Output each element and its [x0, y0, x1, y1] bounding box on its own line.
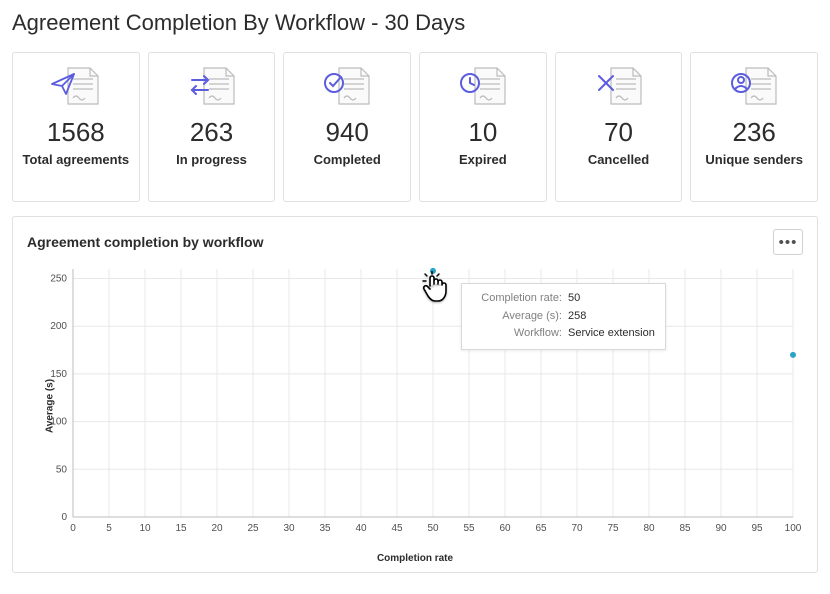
svg-text:5: 5	[106, 523, 112, 534]
send-icon	[50, 66, 102, 108]
svg-text:0: 0	[70, 523, 76, 534]
chart-title: Agreement completion by workflow	[27, 234, 263, 250]
page-title: Agreement Completion By Workflow - 30 Da…	[12, 10, 818, 36]
kpi-card[interactable]: 70 Cancelled	[555, 52, 683, 202]
y-axis-label: Average (s)	[45, 379, 56, 433]
svg-text:30: 30	[283, 523, 295, 534]
svg-text:35: 35	[319, 523, 331, 534]
card-icon-wrap	[186, 65, 238, 109]
svg-text:25: 25	[247, 523, 259, 534]
tooltip-value: Service extension	[568, 325, 655, 343]
card-icon-wrap	[321, 65, 373, 109]
svg-text:80: 80	[643, 523, 655, 534]
svg-text:250: 250	[50, 274, 67, 285]
kpi-value: 236	[733, 117, 776, 148]
kpi-card[interactable]: 263 In progress	[148, 52, 276, 202]
kpi-label: Expired	[459, 152, 507, 169]
svg-text:60: 60	[499, 523, 511, 534]
chart-tooltip: Completion rate: 50 Average (s): 258 Workf…	[461, 283, 666, 350]
scatter-chart: 0501001502002500510152025303540455055606…	[27, 261, 803, 541]
kpi-label: Unique senders	[705, 152, 803, 169]
kpi-label: Total agreements	[22, 152, 129, 169]
more-options-button[interactable]: •••	[773, 229, 803, 255]
tooltip-key: Average (s):	[472, 308, 562, 326]
kpi-label: Cancelled	[588, 152, 649, 169]
kpi-value: 70	[604, 117, 633, 148]
svg-text:70: 70	[571, 523, 583, 534]
kpi-value: 10	[468, 117, 497, 148]
expired-icon	[457, 66, 509, 108]
svg-text:45: 45	[391, 523, 403, 534]
tooltip-value: 258	[568, 308, 586, 326]
svg-text:75: 75	[607, 523, 619, 534]
svg-text:100: 100	[785, 523, 802, 534]
tooltip-key: Completion rate:	[472, 290, 562, 308]
card-icon-wrap	[593, 65, 645, 109]
chart-point[interactable]	[430, 268, 436, 274]
chart-area[interactable]: Average (s) 0501001502002500510152025303…	[27, 261, 803, 551]
card-icon-wrap	[50, 65, 102, 109]
card-icon-wrap	[728, 65, 780, 109]
svg-text:50: 50	[56, 464, 68, 475]
svg-text:65: 65	[535, 523, 547, 534]
svg-text:0: 0	[61, 512, 67, 523]
completed-icon	[321, 66, 373, 108]
svg-text:20: 20	[211, 523, 223, 534]
kpi-value: 1568	[47, 117, 105, 148]
svg-text:90: 90	[715, 523, 727, 534]
svg-text:55: 55	[463, 523, 475, 534]
summary-cards: 1568 Total agreements 263 In progress	[12, 52, 818, 202]
svg-text:200: 200	[50, 321, 67, 332]
svg-text:95: 95	[751, 523, 763, 534]
kpi-card[interactable]: 10 Expired	[419, 52, 547, 202]
kpi-value: 940	[325, 117, 368, 148]
svg-text:40: 40	[355, 523, 367, 534]
svg-text:50: 50	[427, 523, 439, 534]
tooltip-value: 50	[568, 290, 580, 308]
kpi-label: In progress	[176, 152, 247, 169]
x-axis-label: Completion rate	[27, 553, 803, 564]
tooltip-key: Workflow:	[472, 325, 562, 343]
kpi-card[interactable]: 1568 Total agreements	[12, 52, 140, 202]
inprogress-icon	[186, 66, 238, 108]
kpi-value: 263	[190, 117, 233, 148]
svg-text:85: 85	[679, 523, 691, 534]
chart-point[interactable]	[790, 352, 796, 358]
svg-text:10: 10	[139, 523, 151, 534]
svg-text:15: 15	[175, 523, 187, 534]
cancelled-icon	[593, 66, 645, 108]
chart-panel: Agreement completion by workflow ••• Ave…	[12, 216, 818, 573]
senders-icon	[728, 66, 780, 108]
card-icon-wrap	[457, 65, 509, 109]
kpi-label: Completed	[314, 152, 381, 169]
kpi-card[interactable]: 940 Completed	[283, 52, 411, 202]
kpi-card[interactable]: 236 Unique senders	[690, 52, 818, 202]
